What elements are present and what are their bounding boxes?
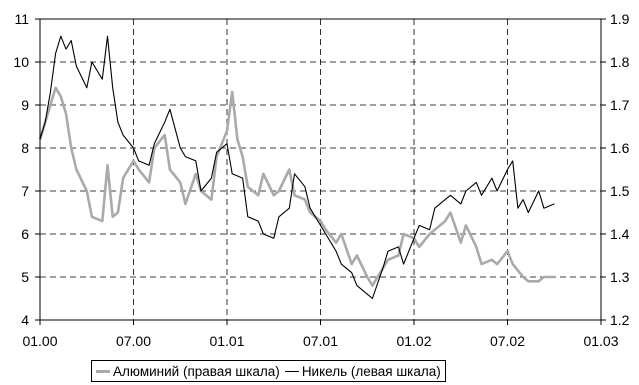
legend-item-aluminium: Алюминий (правая шкала) xyxy=(96,364,280,379)
y-right-tick-label: 1.5 xyxy=(610,183,630,199)
legend-swatch-nickel xyxy=(284,370,299,372)
y-right-tick-label: 1.3 xyxy=(610,269,630,285)
y-left-tick-label: 6 xyxy=(21,226,29,242)
legend: Алюминий (правая шкала) Никель (левая шк… xyxy=(91,360,446,382)
x-tick-label: 07.00 xyxy=(116,333,151,349)
y-right-tick-label: 1.8 xyxy=(610,54,630,70)
grid-lines xyxy=(40,19,601,320)
series-group xyxy=(38,35,555,300)
x-tick-label: 01.03 xyxy=(583,333,618,349)
x-axis-ticks: 01.00 07.00 01.01 07.01 01.02 07.02 01.03 xyxy=(22,320,619,349)
x-tick-label: 07.01 xyxy=(303,333,338,349)
x-tick-label: 01.01 xyxy=(209,333,244,349)
y-right-tick-label: 1.7 xyxy=(610,97,630,113)
y-axis-right: 1.2 1.3 1.4 1.5 1.6 1.7 1.8 1.9 xyxy=(601,11,630,328)
y-left-tick-label: 5 xyxy=(21,269,29,285)
y-left-tick-label: 8 xyxy=(21,140,29,156)
legend-swatch-aluminium xyxy=(96,369,110,373)
y-right-tick-label: 1.6 xyxy=(610,140,630,156)
x-tick-label: 01.00 xyxy=(22,333,57,349)
y-left-tick-label: 10 xyxy=(13,54,29,70)
legend-label-nickel: Никель (левая шкала) xyxy=(301,363,441,379)
y-axis-left: 4 5 6 7 8 9 10 11 xyxy=(13,11,40,328)
y-left-tick-label: 9 xyxy=(21,97,29,113)
legend-item-nickel: Никель (левая шкала) xyxy=(284,363,441,379)
legend-label-aluminium: Алюминий (правая шкала) xyxy=(113,363,280,379)
series-aluminium-line xyxy=(38,86,555,287)
y-right-tick-label: 1.4 xyxy=(610,226,630,242)
series-nickel-line xyxy=(39,35,555,300)
y-left-tick-label: 4 xyxy=(21,312,29,328)
y-right-tick-label: 1.9 xyxy=(610,11,630,27)
x-tick-label: 07.02 xyxy=(490,333,525,349)
x-tick-label: 01.02 xyxy=(396,333,431,349)
y-left-tick-label: 7 xyxy=(21,183,29,199)
y-left-tick-label: 11 xyxy=(14,11,29,27)
y-right-tick-label: 1.2 xyxy=(610,312,630,328)
